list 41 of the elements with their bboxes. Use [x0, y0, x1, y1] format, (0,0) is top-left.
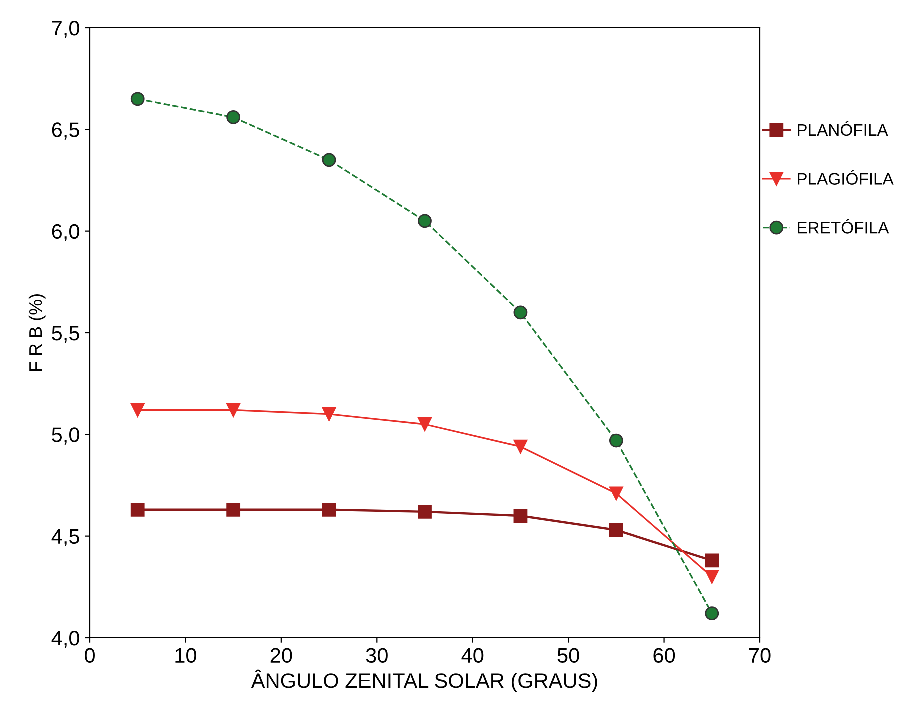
point	[705, 606, 720, 621]
y-axis-title: F R B (%)	[28, 294, 46, 372]
point	[418, 214, 432, 228]
point	[609, 523, 624, 538]
point	[226, 403, 241, 418]
x-tick-label: 10	[176, 648, 196, 664]
point	[322, 153, 336, 168]
x-tick-label: 40	[462, 648, 484, 664]
point	[226, 110, 241, 124]
point	[322, 502, 336, 517]
legend-label: ERETÓFILA	[798, 219, 890, 234]
y-tick-label: 4,0	[52, 631, 80, 648]
y-tick-label: 6,0	[52, 224, 80, 242]
point	[130, 92, 145, 106]
x-tick-label: 70	[749, 648, 771, 664]
point	[609, 434, 624, 448]
y-tick-label: 4,5	[52, 530, 80, 547]
y-tick-label: 6,5	[52, 122, 80, 140]
x-tick-label: 50	[558, 648, 580, 664]
point	[322, 407, 336, 422]
point	[609, 486, 624, 501]
point	[130, 502, 145, 517]
point	[514, 306, 528, 320]
y-tick-label: 5,5	[52, 326, 80, 344]
point	[418, 418, 432, 432]
point	[705, 570, 720, 584]
x-axis-title: ÂNGULO ZENITAL SOLAR (GRAUS)	[251, 670, 598, 692]
point	[514, 440, 528, 454]
point	[226, 502, 241, 517]
legend-label: PLANÓFILA	[798, 121, 888, 136]
x-tick-label: 20	[270, 648, 292, 664]
legend-label: PLAGIÓFILA	[798, 170, 894, 185]
x-tick-label: 60	[654, 648, 676, 664]
x-tick-label: 0	[85, 648, 95, 664]
y-tick-label: 5,0	[52, 428, 80, 445]
x-tick-label: 30	[366, 648, 388, 664]
point	[705, 554, 720, 568]
point	[130, 403, 145, 418]
y-tick-label: 7,0	[52, 21, 80, 38]
point	[418, 504, 432, 519]
point	[514, 509, 528, 523]
